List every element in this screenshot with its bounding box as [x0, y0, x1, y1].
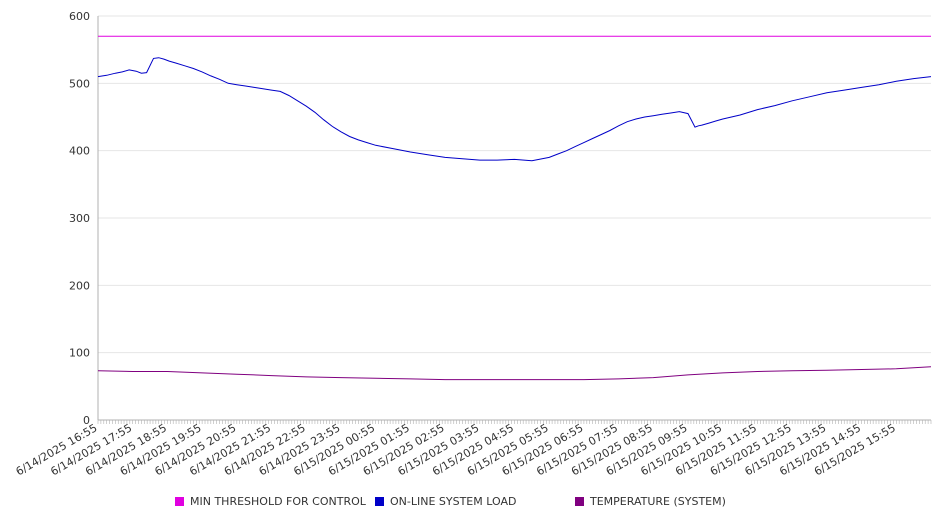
legend-label: TEMPERATURE (SYSTEM) — [589, 495, 726, 508]
legend-swatch — [375, 497, 384, 506]
y-tick-label: 300 — [69, 212, 90, 225]
x-axis-tick-labels: 6/14/2025 16:556/14/2025 17:556/14/2025 … — [14, 421, 898, 478]
y-tick-label: 100 — [69, 347, 90, 360]
series-lines — [97, 35, 932, 381]
series-line-2 — [97, 366, 932, 381]
grid-lines — [98, 15, 931, 354]
y-tick-label: 0 — [83, 414, 90, 427]
legend-swatch — [175, 497, 184, 506]
y-tick-label: 200 — [69, 279, 90, 292]
y-axis-tick-labels: 0 100 200 300 400 500 600 — [69, 10, 90, 427]
legend-swatch — [575, 497, 584, 506]
y-tick-label: 600 — [69, 10, 90, 23]
legend: MIN THRESHOLD FOR CONTROL ON-LINE SYSTEM … — [175, 495, 726, 508]
y-tick-label: 400 — [69, 145, 90, 158]
legend-label: MIN THRESHOLD FOR CONTROL — [190, 495, 367, 508]
y-tick-label: 500 — [69, 77, 90, 90]
legend-label: ON-LINE SYSTEM LOAD — [390, 495, 516, 508]
axes — [97, 16, 932, 424]
series-line-1 — [97, 57, 932, 162]
